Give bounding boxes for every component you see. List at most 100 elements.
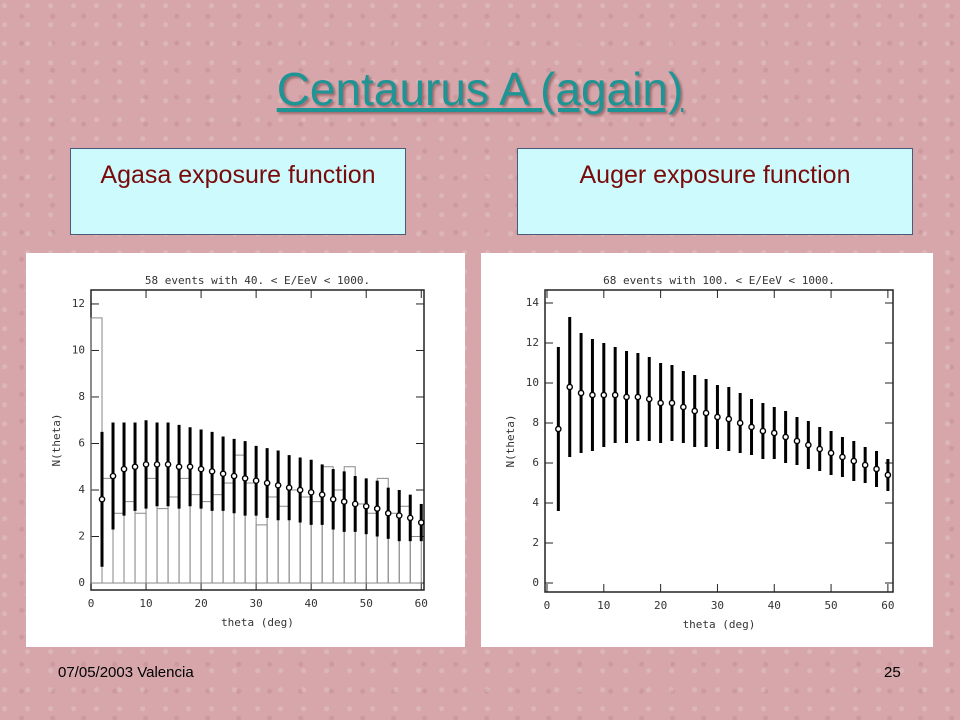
data-point bbox=[759, 427, 767, 435]
data-point bbox=[131, 463, 139, 471]
x-tick-label: 50 bbox=[360, 597, 373, 610]
data-point bbox=[197, 465, 205, 473]
y-axis-label: N(theta) bbox=[50, 414, 63, 467]
x-tick-label: 10 bbox=[139, 597, 152, 610]
x-axis-label: theta (deg) bbox=[683, 618, 756, 631]
data-point bbox=[296, 486, 304, 494]
y-tick-label: 4 bbox=[78, 483, 85, 496]
data-point bbox=[714, 413, 721, 421]
y-tick-label: 8 bbox=[78, 390, 85, 403]
data-point bbox=[98, 496, 106, 503]
data-point bbox=[827, 449, 835, 457]
data-point bbox=[351, 500, 359, 508]
data-point bbox=[120, 465, 128, 473]
data-point bbox=[634, 393, 642, 401]
x-tick-label: 0 bbox=[88, 597, 95, 610]
data-point bbox=[611, 391, 619, 399]
y-tick-label: 10 bbox=[526, 376, 539, 389]
plot-frame bbox=[544, 289, 894, 593]
x-tick-label: 50 bbox=[824, 599, 837, 612]
data-point bbox=[782, 433, 789, 441]
chart-title: 58 events with 40. < E/EeV < 1000. bbox=[145, 274, 370, 287]
data-point bbox=[274, 482, 282, 489]
y-tick-label: 2 bbox=[532, 536, 539, 549]
data-point bbox=[850, 457, 858, 465]
data-point bbox=[748, 423, 755, 431]
chart-title: 68 events with 100. < E/EeV < 1000. bbox=[603, 274, 835, 287]
data-point bbox=[175, 463, 183, 471]
y-tick-label: 6 bbox=[78, 436, 85, 449]
data-point bbox=[589, 391, 596, 399]
y-tick-label: 0 bbox=[78, 576, 85, 589]
data-point bbox=[263, 479, 271, 487]
data-point bbox=[736, 419, 744, 427]
histogram-bar bbox=[409, 536, 422, 584]
x-tick-label: 20 bbox=[194, 597, 207, 610]
y-tick-label: 4 bbox=[532, 496, 539, 509]
x-tick-label: 40 bbox=[305, 597, 318, 610]
y-tick-label: 12 bbox=[526, 336, 539, 349]
label-box: Agasa exposure function bbox=[70, 148, 406, 235]
data-point bbox=[230, 472, 238, 480]
y-tick-label: 12 bbox=[72, 297, 85, 310]
data-point bbox=[555, 425, 562, 433]
data-point bbox=[600, 391, 608, 399]
data-point bbox=[395, 512, 403, 519]
data-point bbox=[691, 407, 699, 415]
x-tick-label: 60 bbox=[881, 599, 894, 612]
y-tick-label: 6 bbox=[532, 456, 539, 469]
label-box: Auger exposure function bbox=[517, 148, 913, 235]
data-point bbox=[153, 461, 161, 468]
y-tick-label: 8 bbox=[532, 416, 539, 429]
data-point bbox=[241, 475, 249, 482]
y-tick-label: 10 bbox=[72, 343, 85, 356]
data-point bbox=[793, 437, 801, 445]
data-point bbox=[208, 468, 216, 475]
data-point bbox=[373, 505, 381, 512]
data-point bbox=[307, 489, 315, 496]
data-point bbox=[839, 453, 846, 461]
data-point bbox=[285, 484, 293, 491]
x-tick-label: 0 bbox=[544, 599, 551, 612]
x-tick-label: 20 bbox=[654, 599, 667, 612]
data-point bbox=[252, 477, 260, 484]
y-tick-label: 14 bbox=[526, 296, 540, 309]
data-point bbox=[623, 393, 630, 401]
x-tick-label: 10 bbox=[597, 599, 610, 612]
data-point bbox=[873, 465, 880, 473]
data-point bbox=[384, 509, 392, 517]
data-point bbox=[861, 461, 869, 469]
data-point bbox=[577, 389, 585, 397]
x-tick-label: 30 bbox=[249, 597, 262, 610]
chart-panel bbox=[481, 253, 933, 647]
data-point bbox=[770, 429, 778, 437]
data-point bbox=[362, 502, 370, 510]
page-number: 25 bbox=[884, 664, 901, 681]
data-point bbox=[318, 491, 326, 498]
data-point bbox=[164, 461, 172, 468]
data-point bbox=[657, 399, 664, 407]
data-point bbox=[219, 470, 227, 478]
y-tick-label: 0 bbox=[532, 576, 539, 589]
data-point bbox=[884, 471, 892, 479]
data-point bbox=[186, 463, 194, 471]
data-point bbox=[702, 409, 710, 417]
data-point bbox=[725, 415, 733, 423]
data-point bbox=[340, 498, 348, 505]
data-point bbox=[417, 519, 425, 526]
y-axis-label: N(theta) bbox=[504, 415, 517, 468]
data-point bbox=[805, 441, 812, 449]
y-tick-label: 2 bbox=[78, 530, 85, 543]
data-point bbox=[816, 445, 824, 453]
data-point bbox=[142, 461, 150, 468]
data-point bbox=[329, 496, 337, 503]
x-tick-label: 30 bbox=[711, 599, 724, 612]
data-point bbox=[566, 383, 574, 391]
data-point bbox=[109, 472, 117, 480]
data-point bbox=[668, 399, 676, 407]
x-tick-label: 60 bbox=[415, 597, 428, 610]
data-point bbox=[680, 403, 687, 411]
data-point bbox=[406, 514, 414, 522]
